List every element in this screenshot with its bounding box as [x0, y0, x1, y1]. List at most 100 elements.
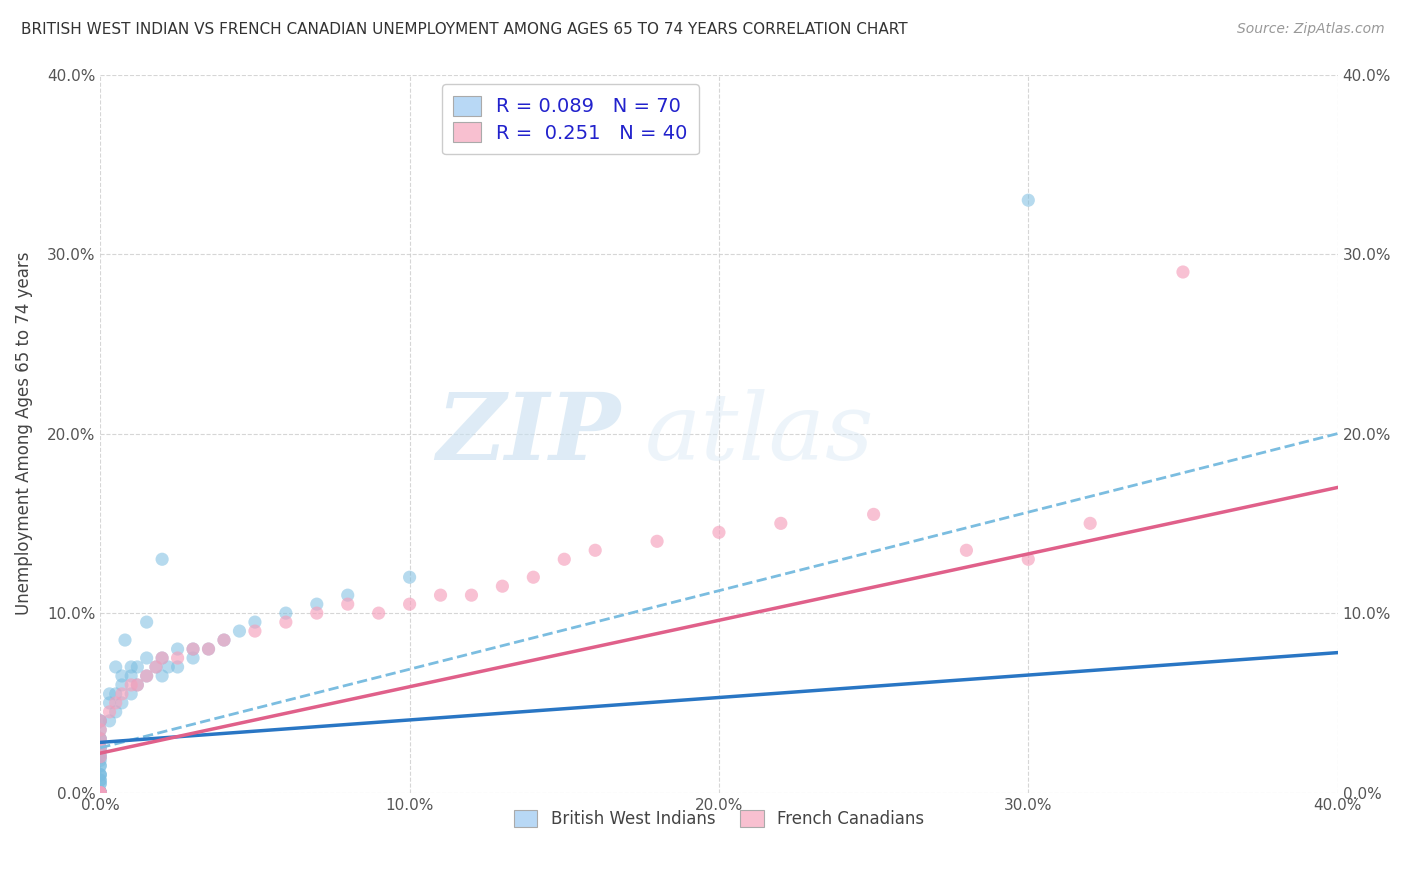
Point: [120, 687, 142, 701]
Point: [197, 642, 219, 657]
Point: [89, 767, 111, 781]
Point: [305, 597, 328, 611]
Point: [166, 642, 188, 657]
Point: [89, 753, 111, 767]
Point: [89, 786, 111, 800]
Point: [89, 786, 111, 800]
Point: [429, 588, 451, 602]
Point: [157, 660, 180, 674]
Point: [89, 786, 111, 800]
Point: [707, 525, 730, 540]
Point: [1017, 552, 1039, 566]
Point: [89, 777, 111, 791]
Point: [89, 786, 111, 800]
Point: [135, 651, 157, 665]
Point: [243, 624, 266, 638]
Point: [120, 669, 142, 683]
Text: atlas: atlas: [645, 389, 875, 479]
Point: [127, 678, 149, 692]
Point: [181, 642, 204, 657]
Point: [89, 786, 111, 800]
Point: [89, 740, 111, 755]
Point: [98, 714, 121, 728]
Point: [367, 606, 389, 620]
Point: [150, 552, 173, 566]
Point: [769, 516, 792, 531]
Point: [89, 786, 111, 800]
Point: [89, 767, 111, 781]
Point: [104, 660, 127, 674]
Point: [89, 786, 111, 800]
Point: [89, 749, 111, 764]
Legend: British West Indians, French Canadians: British West Indians, French Canadians: [508, 803, 931, 835]
Point: [89, 714, 111, 728]
Point: [89, 731, 111, 746]
Point: [120, 660, 142, 674]
Point: [553, 552, 575, 566]
Point: [181, 651, 204, 665]
Point: [862, 508, 884, 522]
Point: [243, 615, 266, 629]
Point: [145, 660, 167, 674]
Point: [135, 615, 157, 629]
Point: [145, 660, 167, 674]
Point: [197, 642, 219, 657]
Point: [89, 749, 111, 764]
Point: [583, 543, 606, 558]
Point: [89, 786, 111, 800]
Point: [645, 534, 668, 549]
Point: [98, 687, 121, 701]
Point: [491, 579, 513, 593]
Point: [89, 723, 111, 737]
Point: [89, 786, 111, 800]
Point: [305, 606, 328, 620]
Text: BRITISH WEST INDIAN VS FRENCH CANADIAN UNEMPLOYMENT AMONG AGES 65 TO 74 YEARS CO: BRITISH WEST INDIAN VS FRENCH CANADIAN U…: [21, 22, 908, 37]
Point: [150, 669, 173, 683]
Point: [166, 651, 188, 665]
Point: [181, 642, 204, 657]
Point: [89, 767, 111, 781]
Point: [135, 669, 157, 683]
Point: [104, 705, 127, 719]
Point: [89, 773, 111, 788]
Text: ZIP: ZIP: [436, 389, 620, 479]
Point: [89, 746, 111, 760]
Point: [1078, 516, 1101, 531]
Point: [135, 669, 157, 683]
Point: [398, 570, 420, 584]
Point: [89, 731, 111, 746]
Point: [166, 660, 188, 674]
Point: [111, 678, 134, 692]
Point: [127, 678, 149, 692]
Y-axis label: Unemployment Among Ages 65 to 74 years: Unemployment Among Ages 65 to 74 years: [15, 252, 32, 615]
Point: [89, 773, 111, 788]
Point: [336, 588, 359, 602]
Point: [89, 714, 111, 728]
Point: [114, 633, 136, 648]
Point: [111, 696, 134, 710]
Point: [89, 786, 111, 800]
Point: [522, 570, 544, 584]
Point: [89, 777, 111, 791]
Point: [274, 615, 297, 629]
Point: [89, 786, 111, 800]
Point: [398, 597, 420, 611]
Point: [150, 651, 173, 665]
Point: [89, 786, 111, 800]
Point: [1171, 265, 1194, 279]
Point: [89, 786, 111, 800]
Point: [98, 705, 121, 719]
Point: [89, 786, 111, 800]
Point: [274, 606, 297, 620]
Point: [89, 723, 111, 737]
Point: [89, 786, 111, 800]
Point: [89, 740, 111, 755]
Point: [89, 714, 111, 728]
Point: [150, 651, 173, 665]
Point: [1017, 193, 1039, 207]
Point: [104, 687, 127, 701]
Point: [89, 740, 111, 755]
Point: [104, 696, 127, 710]
Point: [120, 678, 142, 692]
Point: [89, 740, 111, 755]
